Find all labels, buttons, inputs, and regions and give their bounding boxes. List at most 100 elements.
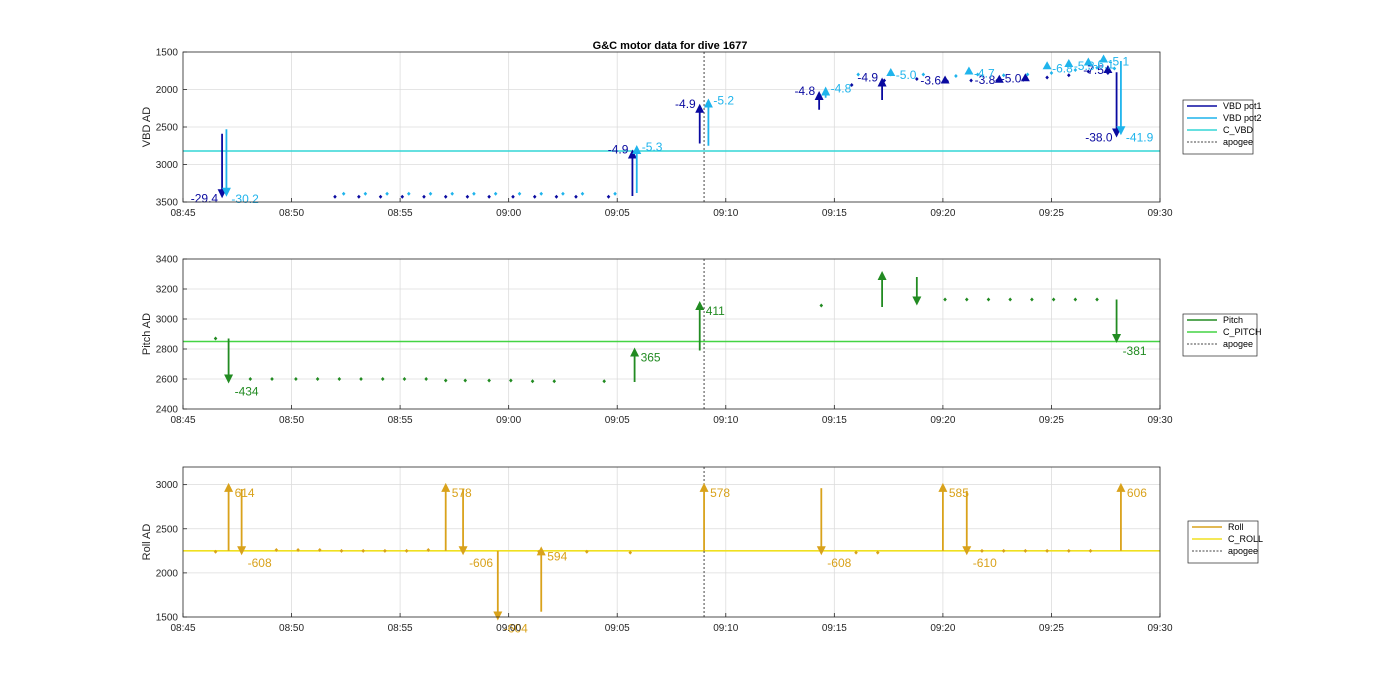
data-point [1045,548,1049,553]
data-point [383,548,387,553]
move-label: -29.4 [191,191,219,205]
data-point [213,549,218,554]
move-label: -3.6 [920,74,941,88]
x-tick-label: 08:50 [279,415,304,426]
legend-entry: apogee [1223,339,1253,349]
data-point [1030,297,1034,302]
data-point [426,547,431,552]
move-label: -4.8 [831,82,852,96]
data-point [530,379,535,384]
legend-entry: apogee [1223,137,1253,147]
data-point [341,191,346,196]
data-point [964,297,969,302]
data-point [511,194,515,199]
move-label: -7.5 [1083,63,1104,77]
move-label: -606 [469,556,493,570]
data-point [1001,548,1006,553]
legend-entry: apogee [1228,546,1258,556]
y-axis-label: VBD AD [141,107,153,147]
y-tick-label: 1500 [156,613,179,624]
move-arrowhead [821,86,831,96]
data-point [487,378,491,383]
y-tick-label: 3200 [156,285,179,296]
data-point [357,194,361,199]
legend-entry: C_PITCH [1223,327,1262,337]
move-label: -5.3 [1074,59,1095,73]
data-point [363,191,368,196]
data-point [493,191,498,196]
move-marker [994,74,1004,83]
move-label: -4.9 [675,97,696,111]
move-arrowhead [816,546,826,556]
data-point [428,191,433,196]
legend-box [1182,99,1254,155]
data-point [443,378,448,383]
move-label: 578 [452,486,472,500]
data-point [422,194,426,199]
move-label: 365 [641,351,661,365]
data-point [296,547,300,552]
data-point [1008,297,1012,302]
x-tick-label: 09:15 [822,208,847,219]
move-marker [1099,54,1109,63]
move-arrowhead [877,271,887,280]
move-label: -434 [235,385,259,399]
move-arrowhead [699,482,709,492]
move-arrowhead [938,482,948,492]
move-marker [1083,57,1093,66]
move-arrowhead [458,546,468,556]
x-tick-label: 09:15 [822,415,847,426]
move-label: -5.2 [713,94,734,108]
move-arrowhead [630,347,640,357]
data-point [380,377,385,381]
data-point [402,377,407,381]
x-tick-label: 09:05 [605,208,630,219]
data-point [359,377,363,381]
y-axis-label: Roll AD [141,524,153,561]
data-point [954,74,958,78]
data-point [875,550,880,555]
data-point [943,297,947,302]
data-point [1001,73,1006,78]
series-roll: 614 -608 578 -606 -604 594 578 -608 585 -610 606 [213,482,1147,636]
move-arrowhead [877,77,887,87]
x-tick-label: 08:45 [170,208,195,219]
data-point [361,548,366,553]
data-point [854,550,858,555]
move-arrowhead [632,145,642,154]
data-point [339,548,344,553]
data-point [404,548,409,553]
move-label: -5.0 [1001,71,1022,85]
move-marker [1103,65,1113,73]
move-marker [940,75,950,84]
axes-box [182,466,1161,618]
move-label: -41.9 [1126,130,1154,144]
x-tick-label: 09:00 [496,623,521,634]
plot-area [183,259,1160,409]
x-tick-label: 09:20 [930,623,955,634]
data-point [465,194,470,199]
plot-area [183,467,1160,617]
data-point [921,72,926,77]
data-point [487,194,491,199]
x-tick-label: 09:10 [713,623,738,634]
move-label: -4.9 [608,143,629,157]
move-marker [964,66,974,75]
move-label: -6.1 [1093,58,1114,72]
data-point [517,191,522,196]
data-point [585,549,589,554]
y-tick-label: 2500 [156,123,179,134]
data-point [274,547,279,552]
data-point [294,377,298,381]
x-tick-label: 09:10 [713,415,738,426]
data-point [463,378,468,383]
legend-entry: C_VBD [1223,125,1254,135]
legend-entry: Pitch [1223,315,1243,325]
data-point [406,191,411,196]
move-label: 594 [547,549,567,563]
move-arrowhead [224,482,234,492]
data-point [248,377,253,381]
data-point [400,194,405,199]
